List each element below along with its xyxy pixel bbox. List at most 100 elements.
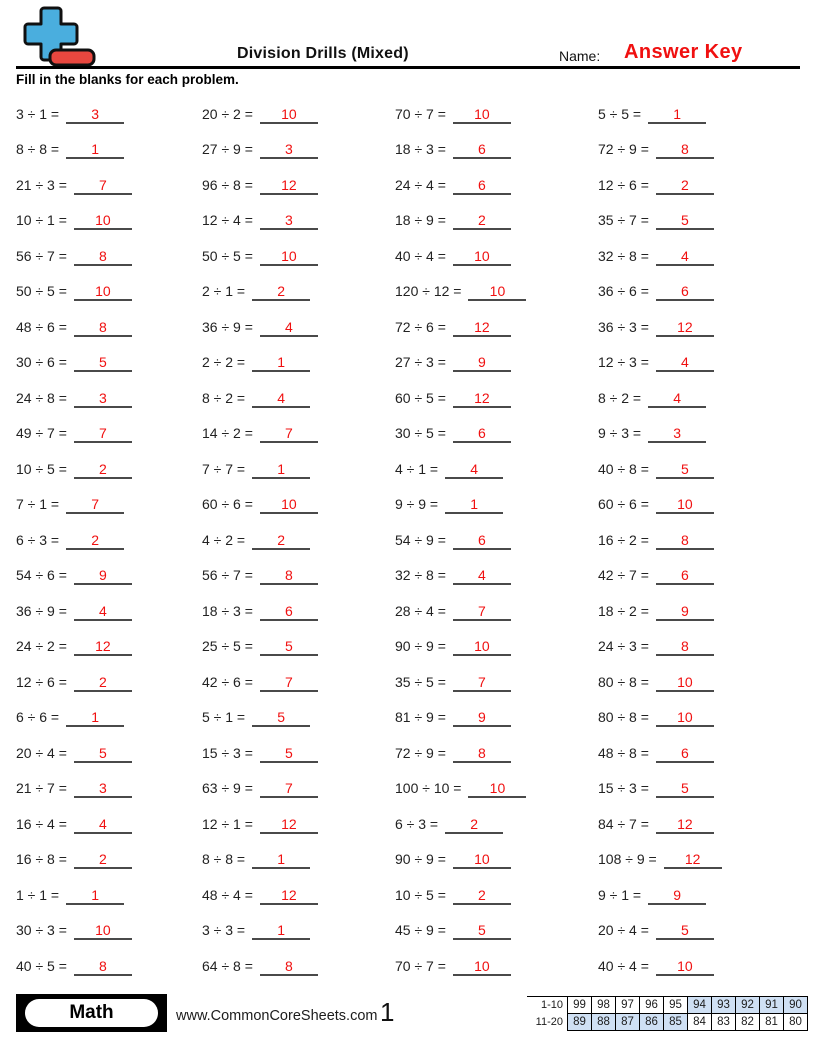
problem-row: 10 ÷ 5 = 2 (395, 877, 598, 913)
problem-text: 8 ÷ 2 = (598, 389, 642, 406)
answer-blank: 8 (73, 246, 132, 266)
problem-text: 20 ÷ 2 = (202, 105, 253, 122)
score-cell: 91 (759, 996, 784, 1014)
answer-text: 2 (477, 212, 486, 229)
answer-blank: 1 (252, 352, 311, 373)
answer-blank: 1 (252, 920, 311, 941)
answer-text: 10 (281, 105, 297, 122)
score-range-label: 11-20 (535, 1016, 563, 1028)
problem-row: 40 ÷ 5 = 8 (16, 948, 202, 984)
answer-blank: 6 (452, 175, 511, 195)
problem-row: 12 ÷ 6 = 2 (598, 167, 800, 203)
answer-text: 1 (277, 922, 285, 939)
problem-text: 14 ÷ 2 = (202, 425, 253, 442)
answer-text: 9 (98, 567, 107, 584)
answer-blank: 5 (259, 636, 318, 657)
answer-blank: 7 (259, 778, 318, 799)
header-divider (16, 66, 800, 69)
problem-row: 60 ÷ 5 = 12 (395, 380, 598, 416)
problem-text: 20 ÷ 4 = (16, 744, 67, 761)
answer-text: 7 (91, 496, 99, 513)
problem-text: 21 ÷ 7 = (16, 780, 67, 797)
problem-text: 24 ÷ 3 = (598, 638, 649, 655)
answer-text: 8 (98, 247, 107, 264)
problem-row: 48 ÷ 6 = 8 (16, 309, 202, 345)
problem-row: 9 ÷ 9 = 1 (395, 487, 598, 523)
problem-text: 25 ÷ 5 = (202, 638, 253, 655)
problem-row: 36 ÷ 3 = 12 (598, 309, 800, 345)
answer-blank: 10 (468, 281, 527, 302)
problem-text: 3 ÷ 1 = (16, 105, 60, 122)
answer-text: 3 (284, 212, 293, 229)
answer-blank: 7 (66, 494, 125, 515)
problem-text: 81 ÷ 9 = (395, 709, 446, 726)
problem-row: 48 ÷ 8 = 6 (598, 735, 800, 771)
answer-blank: 2 (445, 814, 504, 834)
answer-blank: 10 (259, 104, 318, 124)
answer-text: 5 (680, 212, 689, 229)
name-label: Name: (559, 48, 601, 64)
problem-text: 18 ÷ 3 = (202, 602, 253, 619)
problem-text: 12 ÷ 4 = (202, 212, 253, 229)
problem-row: 108 ÷ 9 = 12 (598, 842, 800, 878)
problem-row: 8 ÷ 2 = 4 (202, 380, 395, 416)
problem-text: 63 ÷ 9 = (202, 780, 253, 797)
answer-text: 3 (284, 141, 293, 158)
problem-text: 7 ÷ 7 = (202, 460, 246, 477)
problem-text: 40 ÷ 4 = (598, 957, 649, 974)
answer-text: 12 (677, 815, 693, 832)
problem-text: 72 ÷ 6 = (395, 318, 446, 335)
problem-row: 32 ÷ 8 = 4 (395, 558, 598, 594)
problem-text: 9 ÷ 9 = (395, 496, 439, 513)
answer-blank: 5 (655, 210, 714, 231)
problem-text: 8 ÷ 2 = (202, 389, 246, 406)
answer-blank: 9 (655, 601, 714, 621)
answer-blank: 3 (66, 104, 125, 124)
problem-text: 18 ÷ 3 = (395, 141, 446, 158)
problem-text: 90 ÷ 9 = (395, 851, 446, 868)
problem-text: 24 ÷ 4 = (395, 176, 446, 193)
problem-text: 27 ÷ 3 = (395, 354, 446, 371)
problem-text: 9 ÷ 3 = (598, 425, 642, 442)
problem-row: 36 ÷ 6 = 6 (598, 274, 800, 310)
answer-blank: 6 (452, 139, 511, 160)
problem-text: 64 ÷ 8 = (202, 957, 253, 974)
answer-blank: 8 (655, 636, 714, 657)
answer-blank: 5 (73, 743, 132, 763)
score-cell: 80 (783, 1013, 808, 1031)
problem-row: 21 ÷ 3 = 7 (16, 167, 202, 203)
answer-text: 10 (474, 247, 490, 264)
answer-text: 7 (284, 673, 293, 690)
problem-row: 42 ÷ 6 = 7 (202, 664, 395, 700)
problem-text: 32 ÷ 8 = (395, 567, 446, 584)
answer-blank: 3 (73, 388, 132, 408)
answer-text: 1 (91, 141, 99, 158)
problems-grid: 3 ÷ 1 = 3 8 ÷ 8 = 1 21 ÷ 3 = 7 10 ÷ 1 = 10 56 ÷ … (16, 96, 800, 984)
score-table-body: 1-10 99 98 97 96 95 94 93 92 91 90 11-20 89 88 87 86 85 8… (527, 996, 808, 1031)
answer-text: 3 (98, 389, 107, 406)
problem-text: 60 ÷ 6 = (598, 496, 649, 513)
answer-text: 10 (489, 780, 506, 797)
answer-text: 8 (680, 531, 689, 548)
problem-text: 5 ÷ 5 = (598, 105, 642, 122)
problem-text: 42 ÷ 7 = (598, 567, 649, 584)
answer-blank: 2 (452, 210, 511, 231)
answer-text: 5 (680, 922, 689, 939)
answer-text: 8 (284, 957, 293, 974)
answer-text: 10 (474, 851, 490, 868)
score-cell: 89 (567, 1013, 592, 1031)
problem-row: 27 ÷ 3 = 9 (395, 345, 598, 381)
problem-row: 56 ÷ 7 = 8 (16, 238, 202, 274)
answer-blank: 5 (655, 778, 714, 799)
problem-text: 54 ÷ 9 = (395, 531, 446, 548)
problem-row: 50 ÷ 5 = 10 (16, 274, 202, 310)
answer-blank: 9 (73, 565, 132, 586)
answer-text: 6 (477, 176, 486, 193)
answer-blank: 1 (66, 139, 125, 160)
answer-blank: 4 (73, 814, 132, 834)
problem-text: 56 ÷ 7 = (202, 567, 253, 584)
problem-text: 36 ÷ 6 = (598, 283, 649, 300)
problem-row: 120 ÷ 12 = 10 (395, 274, 598, 310)
answer-text: 1 (277, 851, 285, 868)
answer-blank: 5 (655, 920, 714, 941)
